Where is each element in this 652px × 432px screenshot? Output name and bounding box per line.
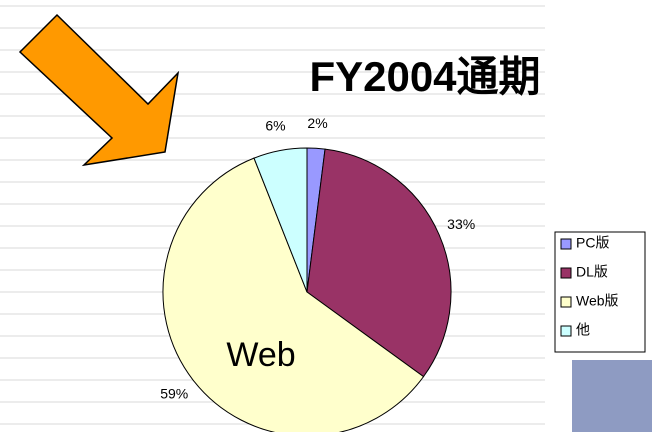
legend-swatch — [560, 296, 572, 308]
pie-slice — [253, 147, 308, 293]
arrow — [18, 13, 180, 167]
data-label: 2% — [307, 115, 327, 131]
data-label: 33% — [447, 216, 475, 232]
data-label: 6% — [265, 118, 285, 134]
legend-label: PC版 — [576, 235, 609, 251]
decor-block — [572, 360, 652, 432]
legend-label: 他 — [576, 322, 590, 338]
legend-label: Web版 — [576, 293, 619, 309]
data-label: 59% — [160, 386, 188, 402]
legend-swatch — [560, 325, 572, 337]
chart-title: FY2004通期 — [309, 53, 540, 100]
legend-swatch — [560, 238, 572, 250]
legend-swatch — [560, 267, 572, 279]
legend-label: DL版 — [576, 264, 608, 280]
annotation: Web — [226, 336, 295, 374]
pie-slice — [162, 157, 425, 432]
pie-slice — [306, 148, 452, 378]
